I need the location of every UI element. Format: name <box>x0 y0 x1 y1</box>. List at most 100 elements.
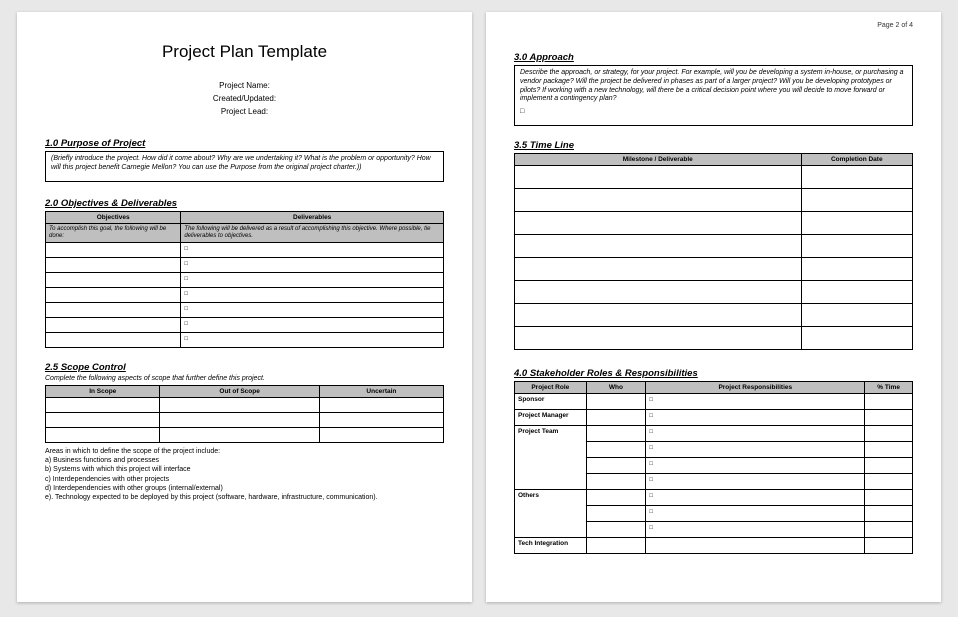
table-cell <box>515 326 802 349</box>
in-scope-header: In Scope <box>46 386 160 398</box>
uncertain-header: Uncertain <box>319 386 443 398</box>
roles-table: Project Role Who Project Responsibilitie… <box>514 381 913 554</box>
table-cell <box>646 393 865 409</box>
table-cell <box>181 288 444 303</box>
table-cell <box>46 258 181 273</box>
table-cell <box>586 489 646 505</box>
table-cell <box>865 393 913 409</box>
project-lead-label: Project Lead: <box>45 106 444 119</box>
table-cell <box>515 257 802 280</box>
table-cell <box>586 457 646 473</box>
table-cell <box>181 333 444 348</box>
table-cell <box>586 393 646 409</box>
table-cell <box>865 457 913 473</box>
table-cell <box>865 425 913 441</box>
section-35-heading: 3.5 Time Line <box>514 140 913 151</box>
table-cell <box>515 188 802 211</box>
table-cell <box>586 473 646 489</box>
table-cell <box>515 211 802 234</box>
table-cell <box>46 413 160 428</box>
section-1-box: (Briefly introduce the project. How did … <box>45 151 444 182</box>
table-cell <box>181 258 444 273</box>
section-2-heading: 2.0 Objectives & Deliverables <box>45 198 444 209</box>
table-cell <box>515 280 802 303</box>
table-cell <box>181 243 444 258</box>
page-number: Page 2 of 4 <box>877 22 913 29</box>
table-cell <box>160 428 319 443</box>
table-cell <box>46 318 181 333</box>
page-2: Page 2 of 4 3.0 Approach Describe the ap… <box>486 12 941 602</box>
table-cell <box>515 234 802 257</box>
table-cell <box>515 303 802 326</box>
table-cell <box>181 318 444 333</box>
role-team: Project Team <box>515 425 587 489</box>
table-cell <box>319 413 443 428</box>
section-1-text: (Briefly introduce the project. How did … <box>51 155 431 171</box>
table-cell <box>586 409 646 425</box>
table-cell <box>160 398 319 413</box>
table-cell <box>586 505 646 521</box>
deliverables-desc: The following will be delivered as a res… <box>181 223 444 242</box>
objectives-desc: To accomplish this goal, the following w… <box>46 223 181 242</box>
section-3-heading: 3.0 Approach <box>514 52 913 63</box>
role-sponsor: Sponsor <box>515 393 587 409</box>
section-25-heading: 2.5 Scope Control <box>45 362 444 373</box>
role-others: Others <box>515 489 587 537</box>
completion-header: Completion Date <box>801 153 912 165</box>
table-cell <box>46 398 160 413</box>
role-pm: Project Manager <box>515 409 587 425</box>
table-cell <box>46 243 181 258</box>
table-cell <box>515 165 802 188</box>
table-cell <box>801 211 912 234</box>
table-cell <box>801 234 912 257</box>
table-cell <box>586 537 646 553</box>
table-cell <box>646 537 865 553</box>
created-updated-label: Created/Updated: <box>45 93 444 106</box>
table-cell <box>646 521 865 537</box>
table-cell <box>319 428 443 443</box>
table-cell <box>865 489 913 505</box>
section-1-heading: 1.0 Purpose of Project <box>45 138 444 149</box>
objectives-header: Objectives <box>46 211 181 223</box>
project-name-label: Project Name: <box>45 80 444 93</box>
table-cell <box>46 288 181 303</box>
objectives-table: Objectives Deliverables To accomplish th… <box>45 211 444 348</box>
document-title: Project Plan Template <box>45 42 444 62</box>
table-cell <box>586 521 646 537</box>
scope-note-b: b) Systems with which this project will … <box>45 465 444 474</box>
table-cell <box>646 489 865 505</box>
scope-table: In Scope Out of Scope Uncertain <box>45 385 444 443</box>
section-3-box: Describe the approach, or strategy, for … <box>514 65 913 126</box>
section-3-text: Describe the approach, or strategy, for … <box>520 69 904 102</box>
table-cell <box>865 441 913 457</box>
role-header: Project Role <box>515 381 587 393</box>
table-cell <box>865 521 913 537</box>
table-cell <box>160 413 319 428</box>
scope-notes-intro: Areas in which to define the scope of th… <box>45 447 444 456</box>
table-cell <box>801 165 912 188</box>
scope-note-d: d) Interdependencies with other groups (… <box>45 484 444 493</box>
milestone-header: Milestone / Deliverable <box>515 153 802 165</box>
time-header: % Time <box>865 381 913 393</box>
table-cell <box>646 473 865 489</box>
table-cell <box>646 409 865 425</box>
timeline-table: Milestone / Deliverable Completion Date <box>514 153 913 350</box>
role-tech: Tech Integration <box>515 537 587 553</box>
table-cell <box>801 257 912 280</box>
table-cell <box>181 303 444 318</box>
table-cell <box>46 333 181 348</box>
scope-notes: Areas in which to define the scope of th… <box>45 447 444 502</box>
scope-note-c: c) Interdependencies with other projects <box>45 475 444 484</box>
deliverables-header: Deliverables <box>181 211 444 223</box>
table-cell <box>801 326 912 349</box>
out-of-scope-header: Out of Scope <box>160 386 319 398</box>
page-1: Project Plan Template Project Name: Crea… <box>17 12 472 602</box>
table-cell <box>46 273 181 288</box>
table-cell <box>181 273 444 288</box>
section-4-heading: 4.0 Stakeholder Roles & Responsibilities <box>514 368 913 379</box>
table-cell <box>46 303 181 318</box>
table-cell <box>865 537 913 553</box>
table-cell <box>46 428 160 443</box>
table-cell <box>646 505 865 521</box>
section-25-instruction: Complete the following aspects of scope … <box>45 375 444 382</box>
